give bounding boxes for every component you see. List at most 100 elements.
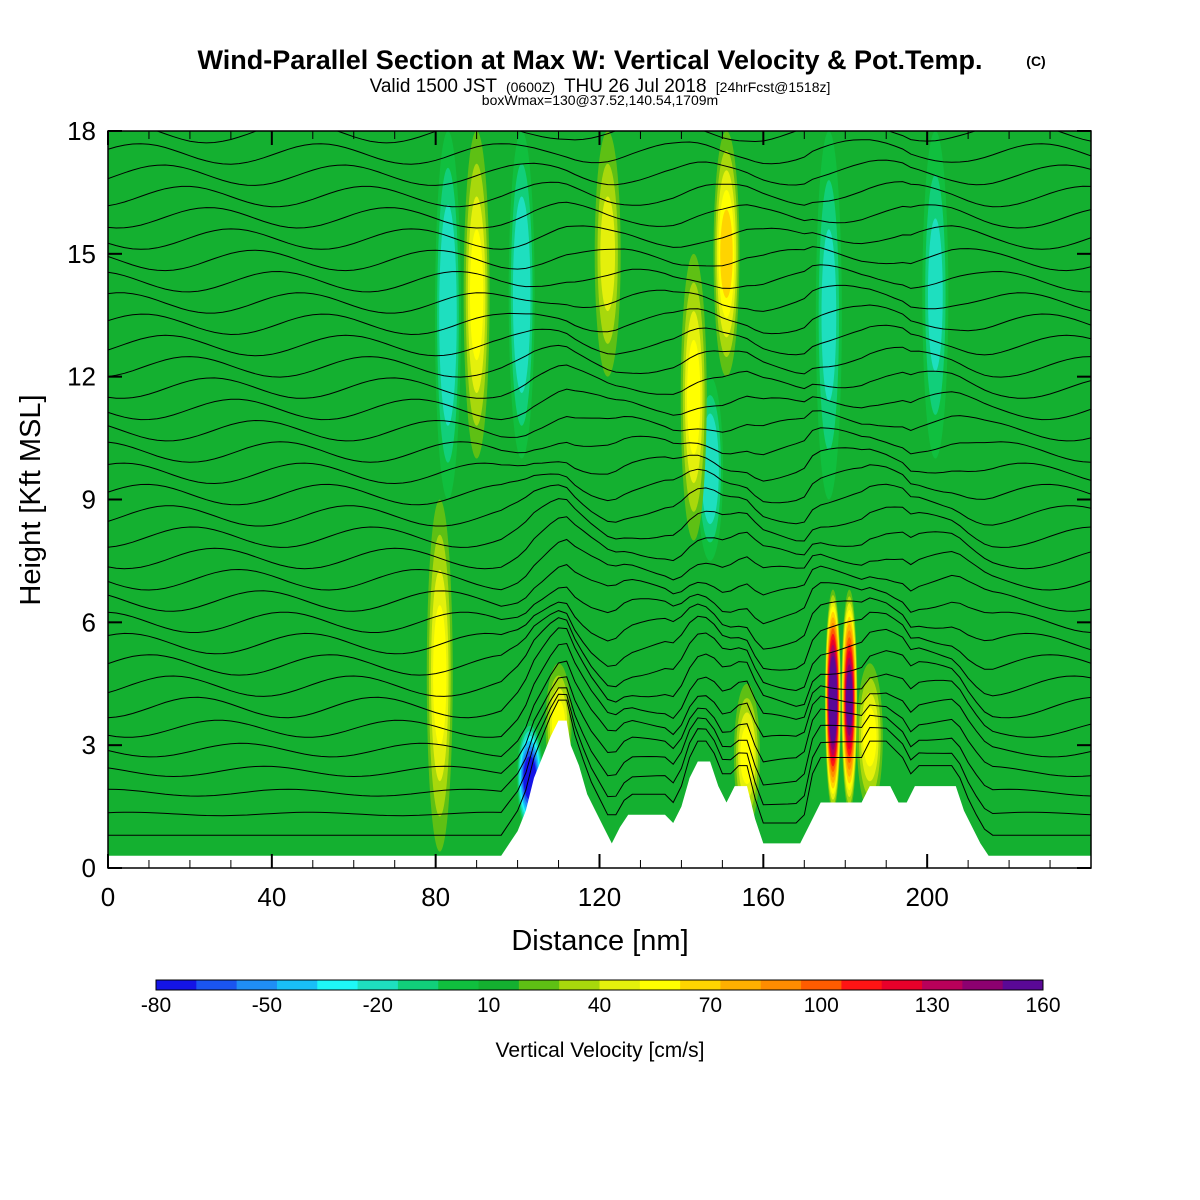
isentrope-line: [108, 617, 1091, 697]
y-tick-label: 18: [67, 116, 96, 146]
colorbar-swatch: [962, 980, 1004, 990]
colorbar-tick-label: 40: [588, 994, 611, 1017]
x-tick-label: 160: [742, 882, 785, 912]
updraft-band-3: [594, 131, 621, 377]
isentrope-line: [108, 284, 1091, 314]
isentrope-line: [108, 139, 1091, 165]
isentrope-line: [108, 693, 1091, 817]
colorbar-tick-label: -50: [252, 994, 282, 1017]
colorbar-swatch: [357, 980, 399, 990]
isentrope-line: [108, 464, 1091, 506]
colorbar-swatch: [478, 980, 520, 990]
colorbar-swatch: [639, 980, 681, 990]
colorbar-swatch: [397, 980, 439, 990]
isentrope-line: [108, 427, 1091, 463]
downdraft-band-5: [922, 131, 949, 459]
valid-prefix: Valid 1500 JST: [370, 76, 498, 97]
updraft-band-8: [841, 589, 858, 811]
plot-area: [108, 131, 1091, 868]
isentrope-line: [108, 610, 1091, 676]
colorbar-swatch: [720, 980, 762, 990]
terrain: [108, 720, 1091, 868]
downdraft-band-4: [815, 131, 842, 500]
colorbar-tick-label: 130: [915, 994, 950, 1017]
isentrope-line: [108, 660, 1091, 758]
isentrope-line: [108, 388, 1091, 421]
copyright-mark: (C): [1026, 53, 1045, 69]
updraft-band-4: [680, 253, 707, 541]
isentrope-line: [108, 225, 1091, 250]
isentrope-line: [108, 483, 1091, 527]
colorbar-tick-label: -20: [363, 994, 393, 1017]
valid-date: THU 26 Jul 2018: [564, 76, 707, 97]
colorbar: -80 -50 -20 10 40 70 100 130 160 Vertical Velocit…: [141, 979, 1061, 1062]
colorbar-swatch: [156, 980, 197, 990]
colorbar-tick-label: 70: [699, 994, 722, 1017]
isentrope-line: [108, 159, 1091, 186]
x-tick-label: 80: [421, 882, 450, 912]
updraft-band-9: [856, 663, 883, 811]
axes: 0 40 80 120 160 200 0 3 6 9 12 15 18 Distance [nm] Hei…: [15, 116, 1092, 957]
isentrope-line: [108, 364, 1091, 399]
colorbar-swatch: [801, 980, 842, 990]
box-info: boxWmax=130@37.52,140.54,1709m: [482, 92, 718, 108]
isentrope-line: [108, 304, 1091, 336]
x-axis-label: Distance [nm]: [511, 925, 688, 957]
colorbar-swatch: [196, 980, 238, 990]
updraft-band-1: [463, 131, 490, 459]
colorbar-swatch: [881, 980, 923, 990]
x-tick-label: 120: [578, 882, 621, 912]
y-tick-label: 9: [82, 485, 96, 515]
isentrope-line: [108, 699, 1091, 836]
colorbar-swatch: [599, 980, 641, 990]
y-tick-label: 15: [67, 239, 96, 269]
chart-subtitle: Valid 1500 JST (0600Z) THU 26 Jul 2018 […: [370, 76, 831, 97]
updraft-band-5: [713, 131, 740, 377]
isentrope-line: [108, 264, 1091, 293]
isentrope-line: [108, 201, 1091, 229]
y-tick-label: 0: [82, 853, 96, 883]
colorbar-swatch: [1002, 980, 1044, 990]
colorbar-swatch: [680, 980, 721, 990]
colorbar-swatch: [518, 980, 560, 990]
isentrope-line: [108, 344, 1091, 378]
colorbar-swatch: [760, 980, 802, 990]
valid-utc: (0600Z): [506, 79, 555, 95]
colorbar-tick-label: 160: [1025, 994, 1060, 1017]
colorbar-tick-label: 100: [804, 994, 839, 1017]
colorbar-swatch: [559, 980, 600, 990]
updraft-band-7: [824, 589, 841, 811]
colorbar-swatch: [317, 980, 359, 990]
y-tick-label: 6: [82, 607, 96, 637]
updraft-band-0: [426, 499, 453, 852]
colorbar-tick-label: 10: [477, 994, 500, 1017]
isentrope-line: [108, 597, 1091, 655]
isentrope-line: [108, 564, 1091, 612]
downdraft-band-2: [508, 131, 535, 459]
y-tick-label: 3: [82, 730, 96, 760]
x-tick-label: 200: [905, 882, 948, 912]
isentrope-line: [108, 246, 1091, 272]
isentrope-line: [108, 582, 1091, 633]
colorbar-tick-label: -80: [141, 994, 171, 1017]
colorbar-swatch: [438, 980, 480, 990]
isentrope-line: [108, 447, 1091, 485]
y-axis-label: Height [Kft MSL]: [15, 394, 47, 605]
forecast-info: [24hrFcst@1518z]: [716, 79, 831, 95]
y-tick-label: 12: [67, 362, 96, 392]
isentrope-line: [108, 642, 1091, 738]
isentrope-line: [108, 516, 1091, 570]
colorbar-swatch: [236, 980, 278, 990]
isentrope-line: [108, 498, 1091, 548]
isentrope-line: [108, 324, 1091, 357]
colorbar-title: Vertical Velocity [cm/s]: [496, 1039, 705, 1062]
chart-title: Wind-Parallel Section at Max W: Vertical…: [198, 45, 983, 75]
x-tick-label: 40: [257, 882, 286, 912]
isentrope-line: [108, 687, 1091, 797]
colorbar-swatch: [276, 980, 318, 990]
isentrope-line: [108, 538, 1091, 591]
colorbar-swatch: [841, 980, 883, 990]
x-tick-label: 0: [101, 882, 115, 912]
isentrope-line: [108, 410, 1091, 442]
